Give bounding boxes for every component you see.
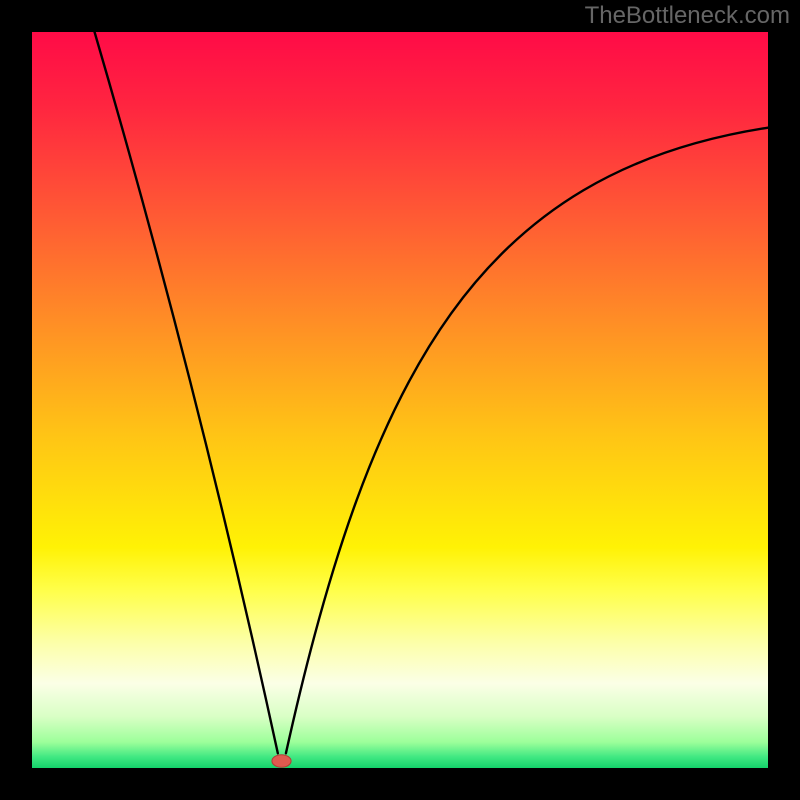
- trough-marker: [272, 755, 291, 768]
- figure-root: TheBottleneck.com: [0, 0, 800, 800]
- chart-svg: [0, 0, 800, 800]
